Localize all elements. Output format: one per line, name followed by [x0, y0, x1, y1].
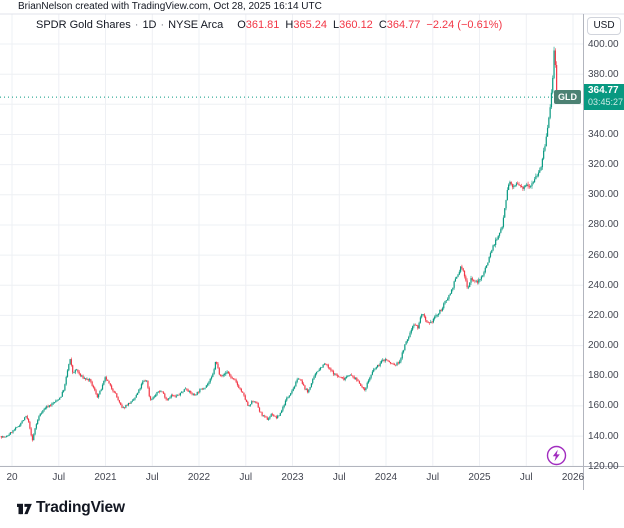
footer: TradingView: [0, 496, 624, 528]
time-tick-label: 2024: [374, 472, 398, 483]
price-tick-label: 260.00: [588, 249, 619, 261]
low-label: L: [333, 19, 340, 31]
legend-separator: ·: [160, 19, 165, 31]
close-label: C: [378, 19, 387, 31]
last-price-value: 364.77: [588, 85, 619, 97]
last-price-badge: 364.77 03:45:27: [584, 84, 624, 111]
price-tick-label: 140.00: [588, 430, 619, 442]
price-tick-label: 300.00: [588, 189, 619, 201]
time-tick-label: Jul: [145, 472, 159, 483]
lightning-icon: [546, 445, 567, 466]
countdown-timer: 03:45:27: [588, 97, 624, 108]
price-tick-label: 240.00: [588, 279, 619, 291]
time-tick-label: Jul: [426, 472, 440, 483]
price-tick-label: 180.00: [588, 370, 619, 382]
price-tick-label: 160.00: [588, 400, 619, 412]
price-tick-label: 120.00: [588, 460, 619, 472]
time-tick-label: Jul: [519, 472, 533, 483]
price-tick-label: 320.00: [588, 159, 619, 171]
time-tick-label: 2025: [468, 472, 491, 483]
interval-label[interactable]: 1D: [142, 19, 157, 31]
legend-separator: ·: [134, 19, 139, 31]
grid-lines: [0, 14, 583, 467]
lightning-mode-button[interactable]: [545, 444, 568, 467]
currency-label[interactable]: USD: [587, 17, 621, 35]
ohlc-values: O361.81 H365.24 L360.12 C364.77 −2.24 (−0.61…: [231, 19, 502, 31]
high-value: 365.24: [293, 19, 328, 31]
close-value: 364.77: [386, 19, 421, 31]
open-value: 361.81: [245, 19, 280, 31]
time-tick-label: Jul: [332, 472, 346, 483]
low-value: 360.12: [339, 19, 373, 31]
symbol-title[interactable]: SPDR Gold Shares: [36, 19, 131, 31]
time-tick-label: 2023: [281, 472, 304, 483]
price-tick-label: 220.00: [588, 309, 619, 321]
time-axis[interactable]: 20 Jul 2021 Jul 2022 Jul 2023 Jul 2024 Jul 2025 Jul…: [0, 467, 624, 491]
attribution-text: BrianNelson created with TradingView.com…: [18, 1, 322, 12]
time-tick-label: Jul: [239, 472, 253, 483]
price-tick-label: 380.00: [588, 68, 619, 80]
price-tick-label: 400.00: [588, 38, 619, 50]
exchange-label: NYSE Arca: [168, 19, 224, 31]
symbol-legend[interactable]: SPDR Gold Shares · 1D · NYSE Arca O361.81 H365…: [36, 19, 502, 31]
high-label: H: [285, 19, 294, 31]
time-tick-label: 2022: [187, 472, 211, 483]
brand-wordmark[interactable]: TradingView: [36, 499, 125, 516]
time-tick-label: 20: [6, 472, 18, 483]
time-tick-label: 2021: [94, 472, 117, 483]
symbol-price-tag: GLD: [554, 90, 581, 105]
price-axis[interactable]: USD 400.00380.00360.00340.00320.00300.00…: [584, 14, 624, 472]
price-tick-label: 200.00: [588, 340, 619, 352]
price-tick-label: 280.00: [588, 219, 619, 231]
candles: [0, 46, 558, 442]
open-label: O: [237, 19, 246, 31]
price-tick-label: 340.00: [588, 128, 619, 140]
change-value: −2.24 (−0.61%): [426, 19, 503, 31]
axis-lines: [0, 13, 624, 490]
time-tick-label: Jul: [52, 472, 66, 483]
tradingview-logo-icon[interactable]: [17, 502, 32, 516]
time-tick-label: 2026: [561, 472, 585, 483]
